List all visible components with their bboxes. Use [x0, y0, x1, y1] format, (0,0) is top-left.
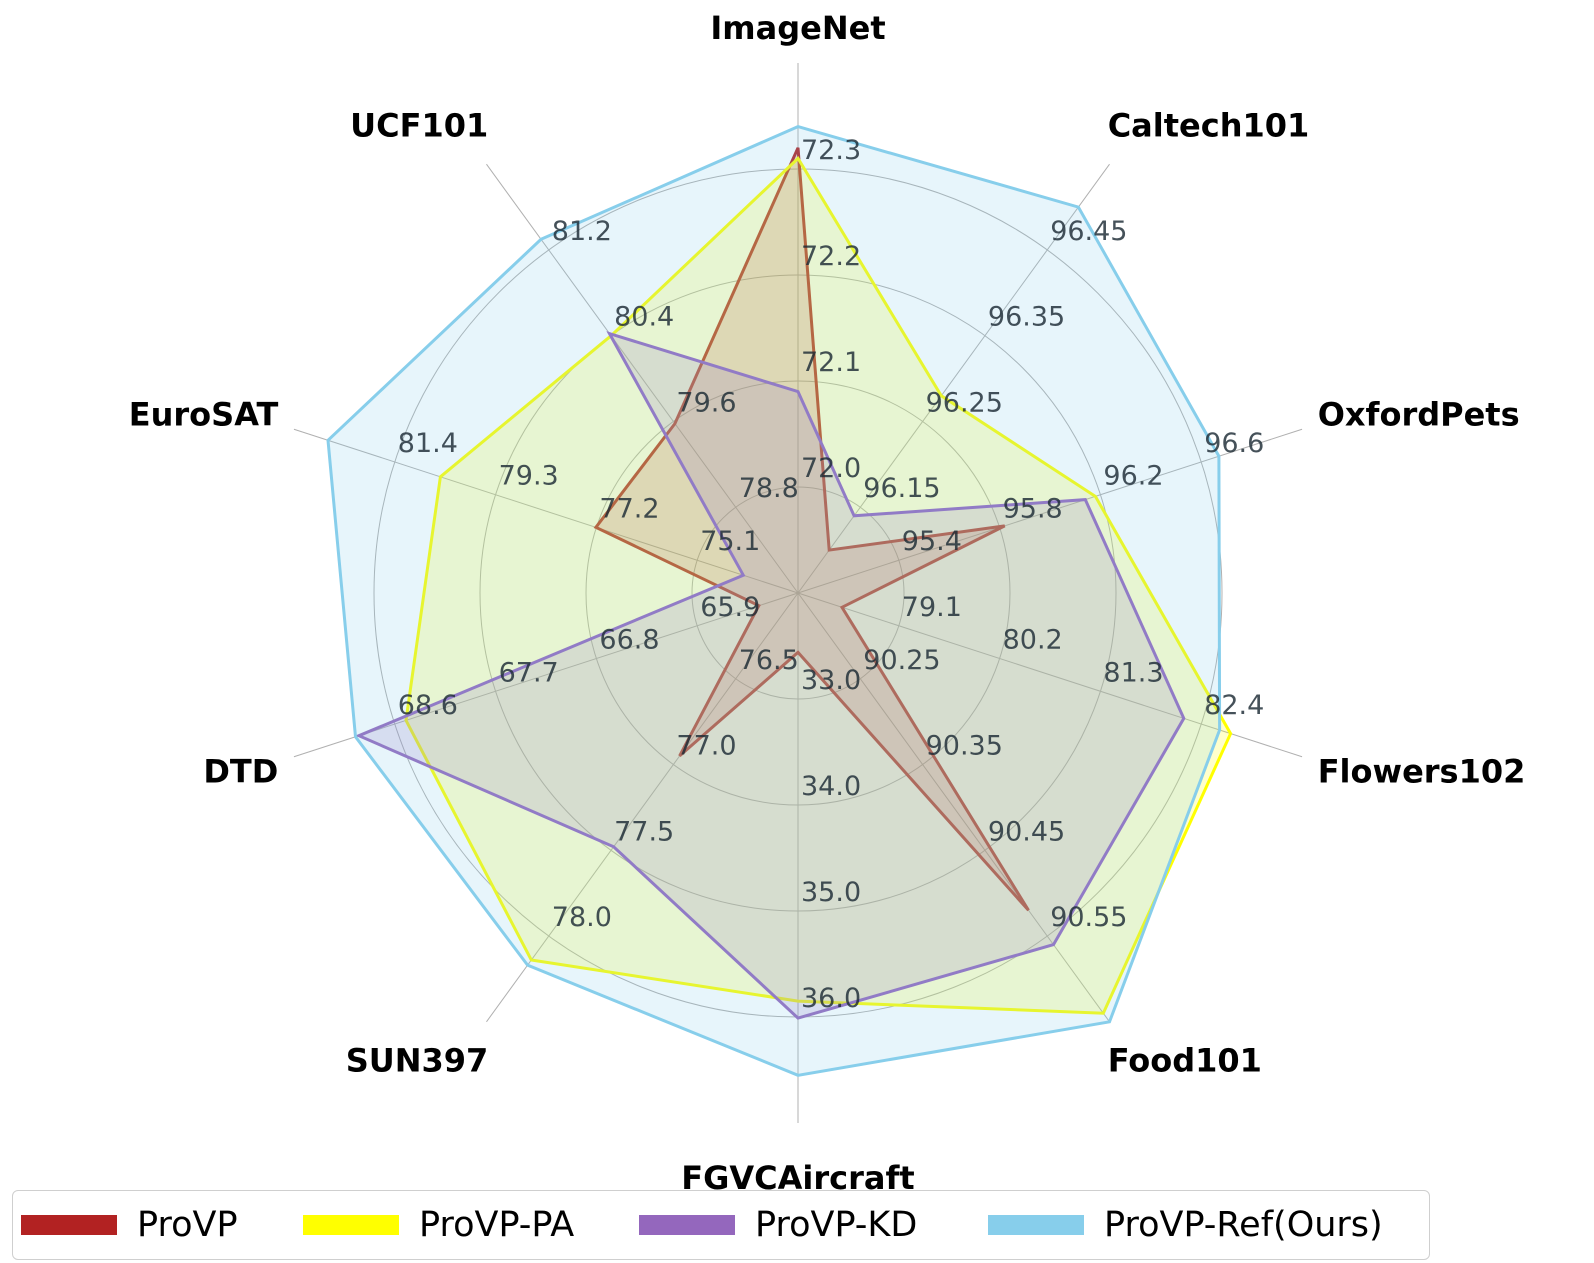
legend-item-provp: ProVP	[21, 1191, 238, 1259]
spoke-flowers102	[797, 592, 1303, 758]
series-provp	[593, 147, 1030, 912]
spoke-ucf101	[486, 163, 799, 594]
tick-label-flowers102-1: 79.1	[902, 592, 962, 623]
axis-label-eurosat: EuroSAT	[129, 395, 279, 433]
spoke-food101	[797, 592, 1110, 1023]
tick-label-sun397-3: 77.5	[614, 816, 674, 847]
tick-label-food101-4: 90.55	[1050, 902, 1127, 933]
tick-label-flowers102-4: 82.4	[1204, 690, 1264, 721]
tick-label-eurosat-1: 75.1	[700, 526, 760, 557]
spoke-caltech101	[797, 163, 1110, 594]
tick-label-dtd-2: 66.8	[599, 625, 659, 656]
tick-label-fgvcaircraft-3: 35.0	[801, 877, 861, 908]
tick-label-ucf101-1: 78.8	[739, 473, 799, 504]
legend-label-provp-kd: ProVP-KD	[755, 1205, 918, 1245]
tick-label-dtd-4: 68.6	[398, 690, 458, 721]
tick-label-imagenet-3: 72.2	[801, 241, 861, 272]
tick-label-caltech101-3: 96.35	[988, 302, 1065, 333]
tick-label-dtd-1: 65.9	[700, 592, 760, 623]
tick-label-imagenet-2: 72.1	[801, 347, 861, 378]
series-provp-pa	[404, 156, 1233, 1015]
tick-label-sun397-1: 76.5	[739, 645, 799, 676]
spoke-sun397	[486, 592, 799, 1023]
legend: ProVP ProVP-PA ProVP-KD ProVP-Ref(Ours)	[12, 1190, 1430, 1260]
tick-label-ucf101-2: 79.6	[676, 388, 736, 419]
tick-label-eurosat-3: 79.3	[499, 461, 559, 492]
legend-swatch-provp	[21, 1215, 117, 1235]
legend-item-provp-pa: ProVP-PA	[303, 1191, 574, 1259]
axis-label-ucf101: UCF101	[350, 106, 488, 144]
tick-label-oxfordpets-1: 95.4	[902, 526, 962, 557]
tick-label-dtd-3: 67.7	[499, 657, 559, 688]
spoke-dtd	[293, 592, 799, 758]
legend-item-provp-kd: ProVP-KD	[639, 1191, 917, 1259]
tick-label-food101-1: 90.25	[863, 645, 940, 676]
axis-label-sun397: SUN397	[346, 1042, 489, 1080]
tick-label-caltech101-1: 96.15	[863, 473, 940, 504]
tick-label-eurosat-4: 81.4	[398, 428, 458, 459]
legend-swatch-provp-kd	[639, 1215, 735, 1235]
tick-label-oxfordpets-3: 96.2	[1103, 461, 1163, 492]
tick-label-oxfordpets-4: 96.6	[1204, 428, 1264, 459]
tick-label-caltech101-4: 96.45	[1050, 216, 1127, 247]
series-provp-ref-ours	[326, 125, 1222, 1077]
axis-label-food101: Food101	[1108, 1042, 1262, 1080]
tick-label-fgvcaircraft-2: 34.0	[801, 771, 861, 802]
tick-label-ucf101-4: 81.2	[552, 216, 612, 247]
tick-label-food101-2: 90.35	[926, 731, 1003, 762]
legend-label-provp-ref: ProVP-Ref(Ours)	[1104, 1205, 1383, 1245]
radar-series	[326, 125, 1233, 1077]
axis-label-caltech101: Caltech101	[1108, 106, 1310, 144]
tick-label-flowers102-3: 81.3	[1103, 657, 1163, 688]
tick-label-imagenet-1: 72.0	[801, 453, 861, 484]
axis-label-imagenet: ImageNet	[710, 9, 885, 47]
series-provp-kd	[355, 331, 1186, 1020]
tick-label-fgvcaircraft-1: 33.0	[801, 665, 861, 696]
legend-label-provp-pa: ProVP-PA	[419, 1205, 575, 1245]
legend-swatch-provp-ref	[988, 1215, 1084, 1235]
legend-label-provp: ProVP	[137, 1205, 238, 1245]
tick-label-oxfordpets-2: 95.8	[1003, 494, 1063, 525]
tick-label-sun397-2: 77.0	[676, 731, 736, 762]
legend-item-provp-ref: ProVP-Ref(Ours)	[988, 1191, 1383, 1259]
tick-label-caltech101-2: 96.25	[926, 388, 1003, 419]
tick-label-eurosat-2: 77.2	[599, 494, 659, 525]
tick-label-imagenet-4: 72.3	[801, 135, 861, 166]
spoke-eurosat	[293, 428, 799, 594]
radar-tick-labels: 72.0 72.1 72.2 72.3 96.15 96.25 96.35 96.45 95.4…	[398, 135, 1265, 1014]
axis-label-oxfordpets: OxfordPets	[1318, 395, 1520, 433]
tick-label-sun397-4: 78.0	[552, 902, 612, 933]
tick-label-flowers102-2: 80.2	[1003, 625, 1063, 656]
tick-label-ucf101-3: 80.4	[614, 302, 674, 333]
tick-label-food101-3: 90.45	[988, 816, 1065, 847]
axis-label-dtd: DTD	[203, 753, 278, 791]
legend-swatch-provp-pa	[303, 1215, 399, 1235]
axis-label-flowers102: Flowers102	[1318, 753, 1526, 791]
tick-label-fgvcaircraft-4: 36.0	[801, 983, 861, 1014]
